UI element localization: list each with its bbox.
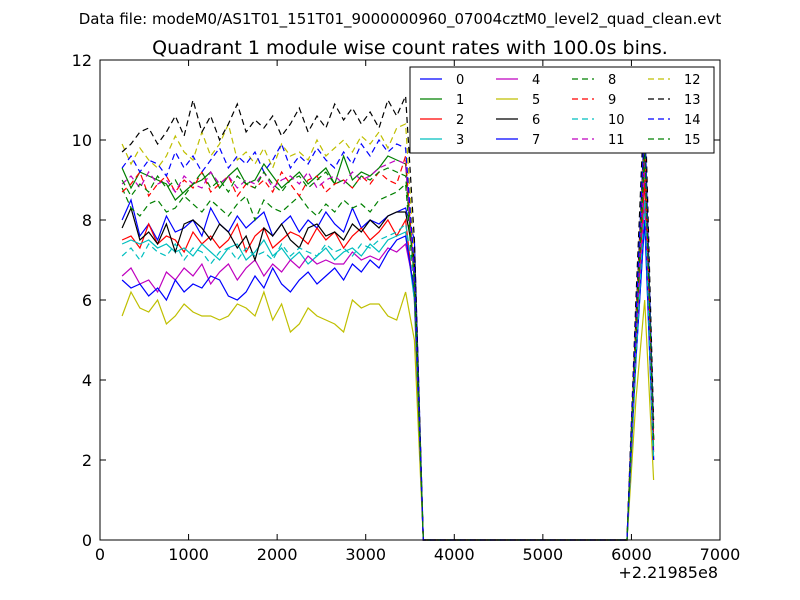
legend-label-5: 5 <box>532 93 540 108</box>
x-tick-label: 3000 <box>345 545 386 564</box>
legend-label-0: 0 <box>456 73 464 88</box>
legend-label-14: 14 <box>684 113 701 128</box>
legend-label-9: 9 <box>608 93 616 108</box>
legend-label-10: 10 <box>608 113 625 128</box>
legend-label-2: 2 <box>456 113 464 128</box>
legend-label-8: 8 <box>608 73 616 88</box>
x-tick-label: 5000 <box>522 545 563 564</box>
legend-label-15: 15 <box>684 133 701 148</box>
legend-label-1: 1 <box>456 93 464 108</box>
legend-label-13: 13 <box>684 93 701 108</box>
x-tick-label: 0 <box>95 545 105 564</box>
x-tick-label: 6000 <box>611 545 652 564</box>
legend-label-3: 3 <box>456 133 464 148</box>
y-tick-label: 12 <box>72 51 92 70</box>
legend-label-7: 7 <box>532 133 540 148</box>
legend-label-4: 4 <box>532 73 540 88</box>
legend-label-11: 11 <box>608 133 625 148</box>
y-tick-label: 4 <box>82 371 92 390</box>
x-offset-label: +2.21985e8 <box>618 563 718 582</box>
x-tick-label: 7000 <box>700 545 741 564</box>
y-tick-label: 8 <box>82 211 92 230</box>
y-tick-label: 10 <box>72 131 92 150</box>
y-tick-label: 0 <box>82 531 92 550</box>
chart-suptitle: Data file: modeM0/AS1T01_151T01_90000009… <box>79 10 722 29</box>
chart-title: Quadrant 1 module wise count rates with … <box>152 37 668 59</box>
legend-label-6: 6 <box>532 113 540 128</box>
x-tick-label: 4000 <box>434 545 475 564</box>
x-tick-label: 1000 <box>168 545 209 564</box>
y-tick-label: 2 <box>82 451 92 470</box>
x-tick-label: 2000 <box>257 545 298 564</box>
legend-label-12: 12 <box>684 73 701 88</box>
y-tick-label: 6 <box>82 291 92 310</box>
